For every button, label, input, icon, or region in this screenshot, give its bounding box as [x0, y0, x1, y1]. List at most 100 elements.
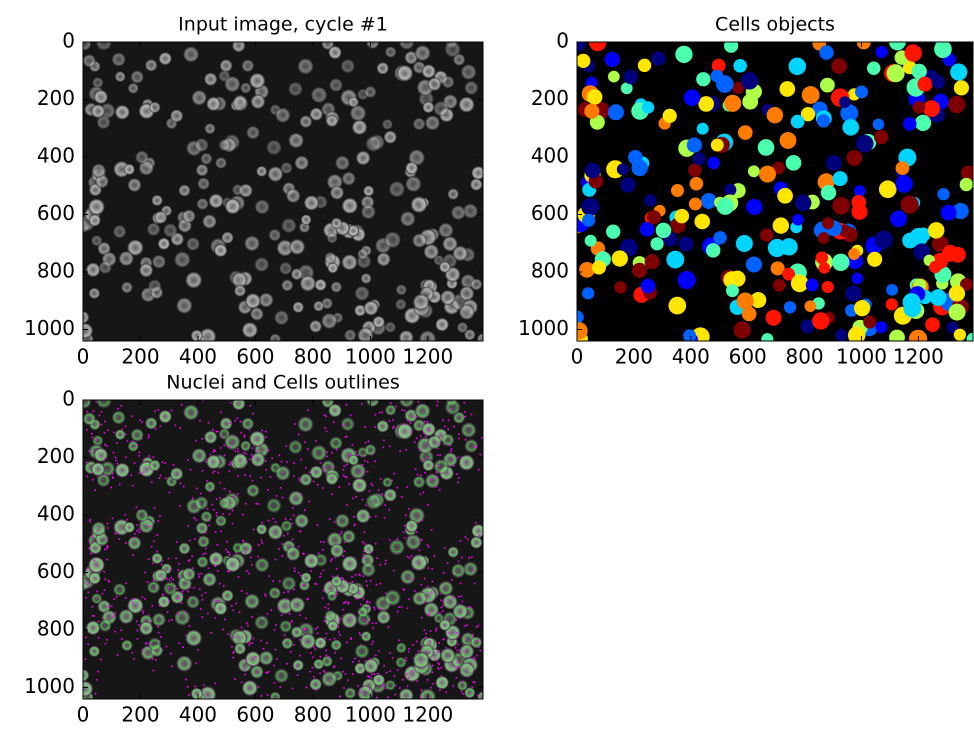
cell-object	[911, 63, 927, 79]
cell-outline	[200, 608, 202, 610]
x-tick-label: 800	[294, 345, 332, 369]
cell	[464, 329, 476, 341]
cell	[130, 428, 144, 442]
cell-outline	[118, 483, 121, 486]
cell-object	[683, 329, 697, 341]
cell-outline	[282, 700, 284, 702]
cell	[357, 327, 374, 341]
nucleus-outline	[234, 544, 242, 552]
cell-outline	[202, 684, 205, 686]
cell-object	[651, 51, 666, 66]
cell	[433, 100, 449, 117]
cell-object	[948, 285, 966, 302]
cell-outline	[391, 479, 393, 482]
cell-outline	[457, 477, 460, 479]
cell-object	[923, 100, 940, 118]
cell-outline	[223, 444, 225, 447]
cell-outline	[242, 513, 244, 516]
cell-outline	[175, 557, 177, 559]
cell-outline	[181, 590, 184, 593]
x-tick-label: 600	[236, 703, 274, 727]
cell	[111, 410, 126, 425]
cell-outline	[251, 447, 254, 449]
cell-outline	[331, 575, 334, 578]
cell-outline	[346, 641, 348, 644]
cell	[91, 462, 105, 477]
cell-outline	[191, 497, 194, 499]
cell-outline	[283, 634, 286, 637]
cell-outline	[83, 386, 85, 388]
cell-object	[577, 42, 586, 52]
cell-outline	[121, 428, 123, 431]
cell	[328, 403, 342, 418]
cell-outline	[131, 415, 134, 418]
nucleus-outline	[332, 577, 341, 585]
cell-outline	[440, 599, 442, 602]
cell-outline	[325, 415, 328, 418]
cell-outline	[343, 465, 345, 467]
cell	[300, 214, 312, 225]
cell-outline	[344, 475, 346, 478]
cell-outline	[331, 451, 333, 454]
cell-outline	[188, 694, 190, 696]
cell-outline	[93, 615, 95, 617]
cell-outline	[184, 611, 186, 613]
cell	[218, 497, 231, 509]
nucleus-outline	[185, 407, 197, 418]
nucleus-outline	[179, 658, 190, 669]
cell-outline	[349, 414, 352, 417]
cell-outline	[240, 626, 243, 629]
cell-outline	[399, 450, 401, 452]
cell-outline	[93, 707, 95, 709]
cell-outline	[250, 453, 253, 456]
cell-outline	[423, 431, 425, 434]
cell-object	[689, 176, 704, 191]
cell-object	[582, 213, 596, 227]
cell-outline	[435, 629, 437, 632]
cell-object	[641, 101, 655, 114]
cell-outline	[412, 644, 414, 646]
cell	[250, 452, 266, 467]
cell-outline	[325, 654, 328, 657]
nucleus-outline	[445, 454, 456, 465]
cell-outline	[329, 398, 331, 400]
cell	[349, 463, 367, 480]
nucleus-outline	[415, 421, 424, 430]
cell-outline	[324, 637, 327, 640]
nucleus-outline	[302, 636, 314, 647]
cell-outline	[283, 535, 285, 537]
cell-outline	[405, 659, 408, 662]
cell-outline	[97, 703, 99, 705]
cell-outline	[408, 598, 410, 600]
nucleus-outline	[253, 454, 263, 465]
nucleus-outline	[117, 465, 128, 476]
cell-outline	[169, 569, 172, 572]
cell-outline	[437, 454, 439, 457]
cell	[92, 77, 104, 89]
cell-outline	[281, 543, 284, 545]
cell-outline	[120, 404, 122, 407]
nucleus-outline	[269, 500, 279, 511]
cell	[286, 546, 301, 561]
cell-outline	[210, 632, 213, 634]
y-tick-label: 400	[37, 502, 75, 526]
cell-outline	[208, 524, 211, 527]
cell-outline	[360, 603, 362, 606]
cell-outline	[369, 601, 371, 604]
cell-object	[874, 129, 889, 145]
cell-outline	[363, 550, 366, 552]
cell-outline	[160, 563, 163, 566]
cell-outline	[154, 410, 156, 413]
cell-outline	[267, 670, 270, 673]
cell-outline	[303, 627, 306, 630]
nucleus-outline	[313, 447, 325, 459]
nucleus-outline	[330, 406, 340, 415]
cell-outline	[296, 674, 299, 677]
cell-outline	[353, 516, 355, 518]
cell-outline	[439, 689, 441, 692]
cell	[303, 195, 319, 211]
cell-outline	[383, 664, 385, 667]
cell-outline	[158, 604, 161, 607]
nucleus-outline	[198, 558, 207, 566]
cell-outline	[399, 687, 401, 689]
